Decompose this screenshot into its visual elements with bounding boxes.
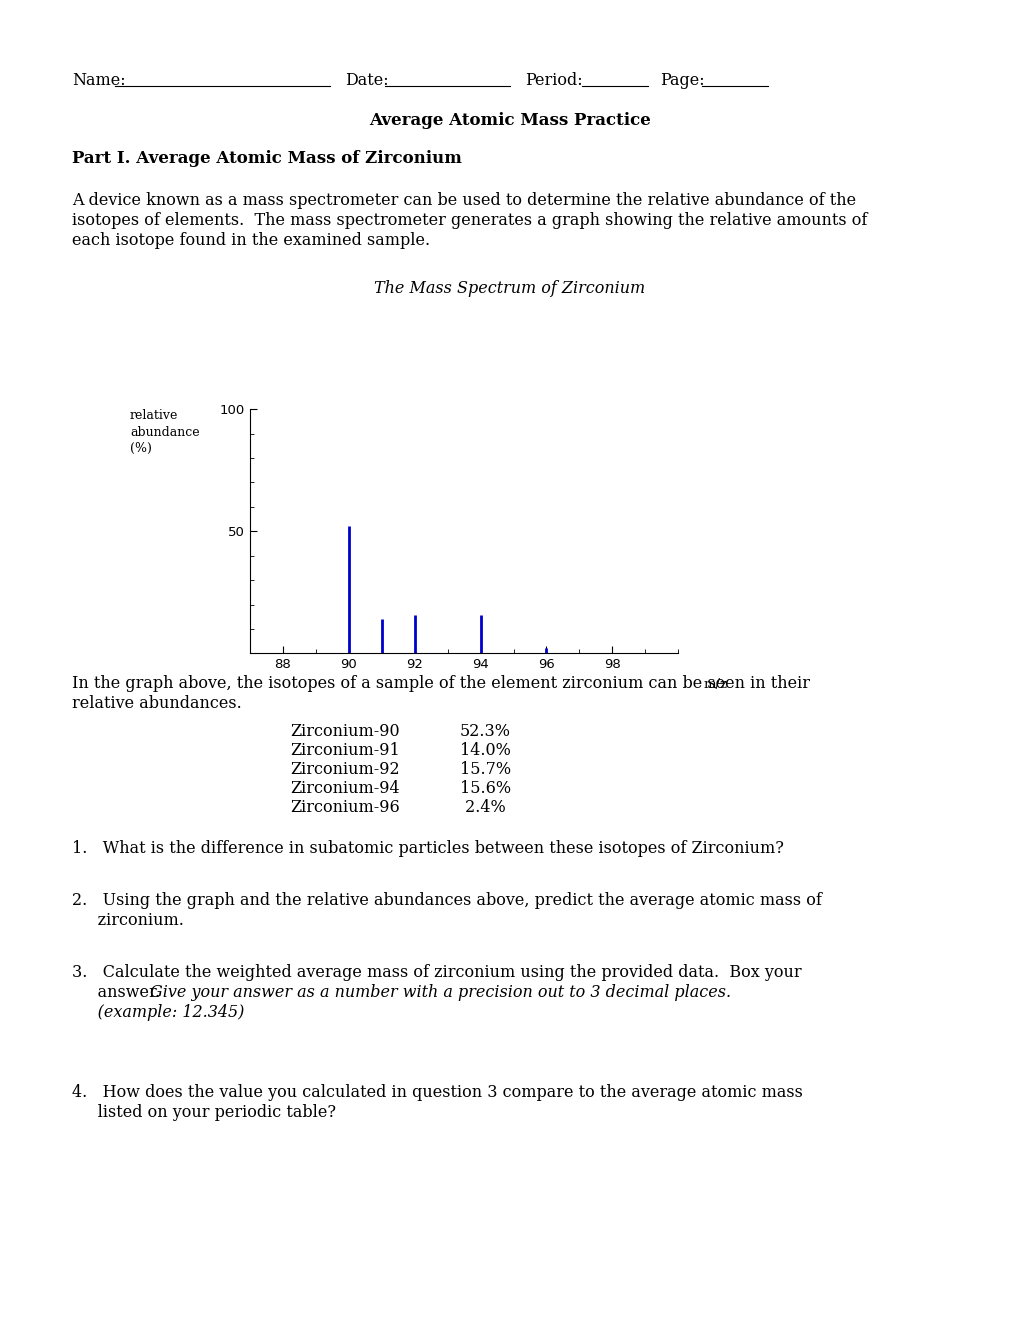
Text: Name:: Name: <box>72 73 125 88</box>
Text: Zirconium-94: Zirconium-94 <box>289 780 399 797</box>
Text: m/z: m/z <box>703 678 728 690</box>
Text: Period:: Period: <box>525 73 582 88</box>
Text: relative
abundance
(%): relative abundance (%) <box>129 409 200 455</box>
Text: A device known as a mass spectrometer can be used to determine the relative abun: A device known as a mass spectrometer ca… <box>72 191 855 209</box>
Text: 2.   Using the graph and the relative abundances above, predict the average atom: 2. Using the graph and the relative abun… <box>72 892 821 909</box>
Text: Zirconium-90: Zirconium-90 <box>289 723 399 741</box>
Text: The Mass Spectrum of Zirconium: The Mass Spectrum of Zirconium <box>374 280 645 297</box>
Text: (example: 12.345): (example: 12.345) <box>72 1005 245 1022</box>
Text: Date:: Date: <box>344 73 388 88</box>
Text: relative abundances.: relative abundances. <box>72 696 242 713</box>
Text: In the graph above, the isotopes of a sample of the element zirconium can be see: In the graph above, the isotopes of a sa… <box>72 676 809 693</box>
Text: isotopes of elements.  The mass spectrometer generates a graph showing the relat: isotopes of elements. The mass spectrome… <box>72 213 866 228</box>
Text: 4.   How does the value you calculated in question 3 compare to the average atom: 4. How does the value you calculated in … <box>72 1085 802 1101</box>
Text: Zirconium-92: Zirconium-92 <box>289 762 399 779</box>
Text: Zirconium-96: Zirconium-96 <box>289 800 399 816</box>
Text: listed on your periodic table?: listed on your periodic table? <box>72 1105 335 1122</box>
Text: Average Atomic Mass Practice: Average Atomic Mass Practice <box>369 112 650 129</box>
Text: Zirconium-91: Zirconium-91 <box>289 742 399 759</box>
Text: 3.   Calculate the weighted average mass of zirconium using the provided data.  : 3. Calculate the weighted average mass o… <box>72 965 801 981</box>
Text: 15.6%: 15.6% <box>460 780 511 797</box>
Text: each isotope found in the examined sample.: each isotope found in the examined sampl… <box>72 232 430 249</box>
Text: 14.0%: 14.0% <box>460 742 511 759</box>
Text: Part I. Average Atomic Mass of Zirconium: Part I. Average Atomic Mass of Zirconium <box>72 150 462 168</box>
Text: 15.7%: 15.7% <box>460 762 511 779</box>
Text: 52.3%: 52.3% <box>460 723 511 741</box>
Text: Give your answer as a number with a precision out to 3 decimal places.: Give your answer as a number with a prec… <box>150 985 731 1002</box>
Text: 2.4%: 2.4% <box>460 800 505 816</box>
Text: zirconium.: zirconium. <box>72 912 183 929</box>
Text: Page:: Page: <box>659 73 704 88</box>
Text: 1.   What is the difference in subatomic particles between these isotopes of Zir: 1. What is the difference in subatomic p… <box>72 841 784 858</box>
Text: answer.: answer. <box>72 985 165 1002</box>
